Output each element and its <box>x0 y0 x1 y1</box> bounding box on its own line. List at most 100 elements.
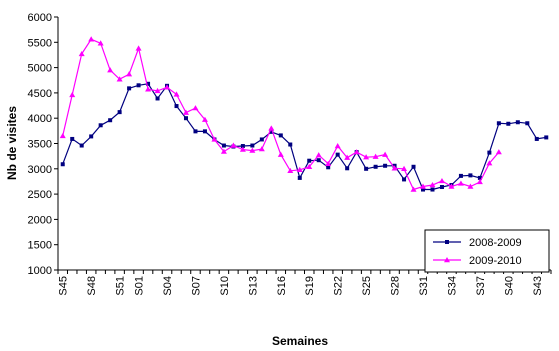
y-tick-label: 3500 <box>28 139 52 151</box>
plot-background <box>58 17 551 270</box>
data-point <box>69 91 76 98</box>
data-point <box>315 152 322 158</box>
data-point <box>345 166 350 171</box>
x-tick-label: S51 <box>115 276 127 296</box>
series-layer <box>59 36 549 192</box>
x-tick-label: S43 <box>532 276 544 296</box>
x-tick-label: S22 <box>333 276 345 296</box>
y-tick-label: 5000 <box>28 63 52 75</box>
data-point <box>220 148 227 154</box>
data-point <box>353 149 360 155</box>
data-point <box>477 175 482 180</box>
y-tick-label: 4500 <box>28 88 52 100</box>
y-tick-label: 4000 <box>28 113 52 125</box>
data-point <box>145 86 152 92</box>
x-axis-title: Semaines <box>272 334 328 348</box>
data-point <box>174 104 179 109</box>
data-point <box>458 173 463 178</box>
data-point <box>297 175 302 180</box>
y-axis-title: Nb de visites <box>5 106 19 180</box>
x-tick-label: S40 <box>503 276 515 296</box>
data-point <box>421 187 426 192</box>
data-point <box>117 110 122 115</box>
data-point <box>127 86 132 91</box>
data-point <box>116 76 123 82</box>
data-point <box>155 96 160 101</box>
legend-label: 2009-2010 <box>469 255 522 267</box>
data-point <box>97 40 104 46</box>
legend-marker <box>444 257 450 263</box>
data-point <box>277 151 284 157</box>
data-point <box>211 136 218 142</box>
data-point <box>544 135 549 140</box>
data-point <box>182 109 189 115</box>
x-tick-label: S10 <box>219 276 231 296</box>
x-tick-label: S28 <box>390 276 402 296</box>
legend-item: 2008-2009 <box>433 237 522 249</box>
y-tick-label: 1500 <box>28 240 52 252</box>
x-tick-label: S37 <box>475 276 487 296</box>
data-point <box>326 165 331 170</box>
x-tick-label: S04 <box>162 276 174 296</box>
data-point <box>59 132 66 139</box>
series-2008-2009 <box>60 81 549 192</box>
data-point <box>448 183 455 189</box>
x-tick-label: S19 <box>304 276 316 296</box>
data-point <box>193 129 198 134</box>
data-point <box>221 143 226 148</box>
x-tick-label: S34 <box>446 276 458 296</box>
data-point <box>78 50 85 57</box>
x-axis: S45 S48 S51 S01 S04 S07 S10 S13 S16 S19 S22 S25 S28 S… <box>57 269 552 296</box>
data-point <box>239 146 246 152</box>
data-point <box>402 177 407 182</box>
x-tick-label: S31 <box>418 276 430 296</box>
data-point <box>288 142 293 147</box>
data-point <box>364 166 369 171</box>
data-point <box>467 183 474 189</box>
data-point <box>278 133 283 138</box>
data-point <box>506 121 511 126</box>
data-point <box>307 158 312 163</box>
data-point <box>382 151 389 157</box>
data-point <box>476 178 483 185</box>
data-point <box>202 129 207 134</box>
data-point <box>136 83 141 88</box>
data-point <box>108 118 113 123</box>
y-tick-label: 2000 <box>28 214 52 226</box>
data-point <box>363 154 370 160</box>
y-tick-label: 5500 <box>28 37 52 49</box>
data-point <box>401 165 408 171</box>
data-point <box>534 136 539 141</box>
data-point <box>372 153 379 159</box>
data-point <box>60 162 65 167</box>
y-tick-label: 6000 <box>28 12 52 24</box>
legend-marker <box>445 240 449 244</box>
data-point <box>154 87 161 94</box>
x-tick-label: S48 <box>86 276 98 296</box>
y-tick-label: 1000 <box>28 265 52 277</box>
data-point <box>146 81 151 86</box>
y-tick-label: 3000 <box>28 164 52 176</box>
data-point <box>420 183 427 189</box>
data-point <box>335 152 340 157</box>
y-tick-label: 2500 <box>28 189 52 201</box>
x-tick-label: S25 <box>361 276 373 296</box>
data-point <box>259 137 264 142</box>
data-point <box>70 136 75 141</box>
data-point <box>126 71 133 77</box>
data-point <box>316 158 321 163</box>
x-tick-label: S01 <box>134 276 146 296</box>
data-point <box>192 105 199 111</box>
data-point <box>258 146 265 152</box>
data-point <box>240 144 245 149</box>
data-point <box>296 166 303 173</box>
data-point <box>79 143 84 148</box>
data-point <box>439 185 444 190</box>
data-point <box>429 181 436 188</box>
data-point <box>457 180 464 186</box>
legend: 2008-2009 2009-2010 <box>424 229 550 273</box>
data-point <box>487 150 492 155</box>
data-point <box>496 121 501 126</box>
data-point <box>230 142 237 148</box>
data-point <box>89 134 94 139</box>
